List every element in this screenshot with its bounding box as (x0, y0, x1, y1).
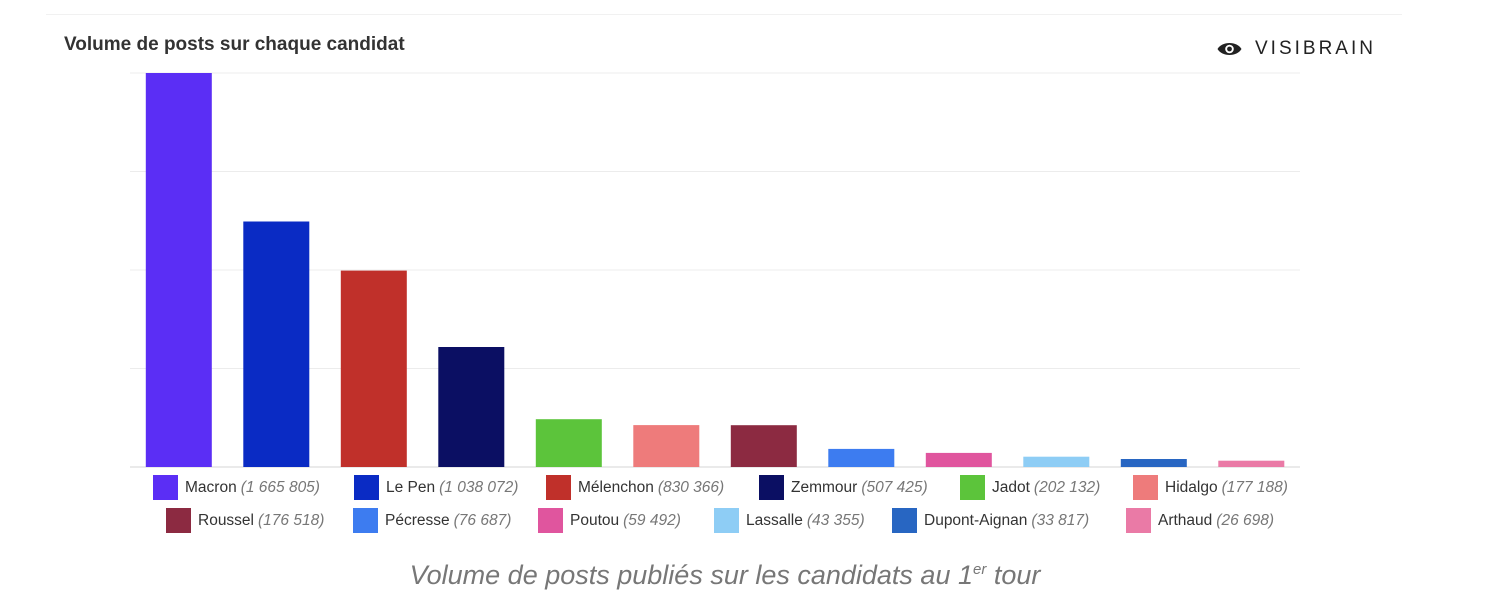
bar-m-lenchon[interactable] (340, 270, 407, 467)
caption-superscript: er (972, 561, 987, 578)
bar-hidalgo[interactable] (633, 425, 700, 467)
caption-suffix: tour (986, 560, 1041, 590)
brand-logo: VISIBRAIN (1216, 38, 1376, 60)
bar-lassalle[interactable] (1023, 456, 1090, 467)
bar-poutou[interactable] (925, 452, 992, 467)
bar-zemmour[interactable] (438, 347, 505, 467)
bar-macron[interactable] (145, 73, 212, 467)
bar-jadot[interactable] (535, 419, 602, 467)
eye-icon (1217, 43, 1242, 55)
figure-caption: Volume de posts publiés sur les candidat… (0, 560, 1450, 591)
bar-p-cresse[interactable] (828, 448, 895, 467)
bar-le-pen[interactable] (243, 221, 310, 468)
brand-name: VISIBRAIN (1255, 38, 1376, 59)
bar-roussel[interactable] (730, 425, 797, 467)
bar-dupont-aignan[interactable] (1120, 459, 1187, 467)
chart-title: Volume de posts sur chaque candidat (64, 34, 405, 55)
bar-arthaud[interactable] (1218, 460, 1285, 467)
caption-text: Volume de posts publiés sur les candidat… (409, 560, 973, 590)
